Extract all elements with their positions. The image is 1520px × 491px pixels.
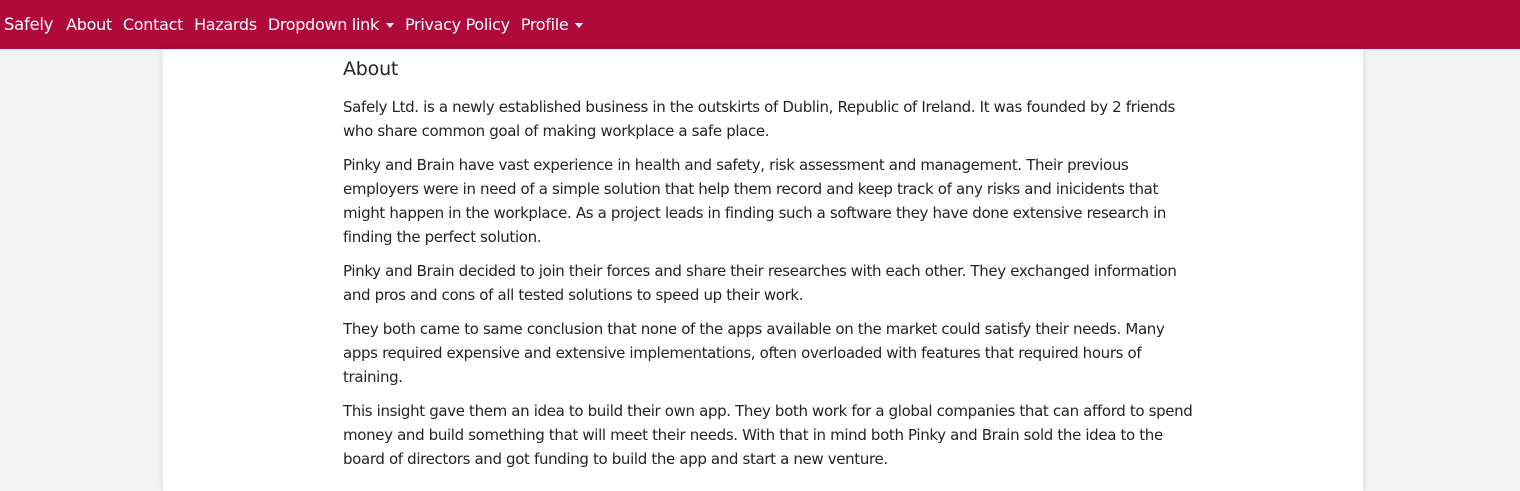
about-content: About Safely Ltd. is a newly established…: [343, 57, 1193, 481]
brand-link[interactable]: Safely: [4, 14, 54, 34]
nav-link-about[interactable]: About: [66, 14, 112, 34]
about-paragraph: They both came to same conclusion that n…: [343, 320, 1165, 386]
nav-dropdown-toggle[interactable]: Dropdown link: [268, 15, 394, 35]
about-card: About Safely Ltd. is a newly established…: [163, 49, 1363, 491]
profile-dropdown-toggle[interactable]: Profile: [521, 15, 584, 35]
about-paragraph: Pinky and Brain have vast experience in …: [343, 156, 1167, 246]
about-paragraph: Pinky and Brain decided to join their fo…: [343, 262, 1177, 304]
about-paragraph: Safely Ltd. is a newly established busin…: [343, 98, 1176, 140]
nav-dropdown-label: Dropdown link: [267, 14, 379, 34]
top-navbar: Safely About Contact Hazards Dropdown li…: [0, 0, 1520, 49]
nav-link-privacy-policy[interactable]: Privacy Policy: [404, 14, 510, 34]
about-paragraph: This insight gave them an idea to build …: [343, 402, 1193, 468]
profile-dropdown-label: Profile: [520, 14, 569, 34]
caret-down-icon: [385, 23, 394, 28]
nav-link-contact[interactable]: Contact: [122, 14, 184, 34]
caret-down-icon: [575, 23, 584, 28]
nav-link-hazards[interactable]: Hazards: [194, 14, 257, 34]
page-title: About: [343, 58, 399, 80]
